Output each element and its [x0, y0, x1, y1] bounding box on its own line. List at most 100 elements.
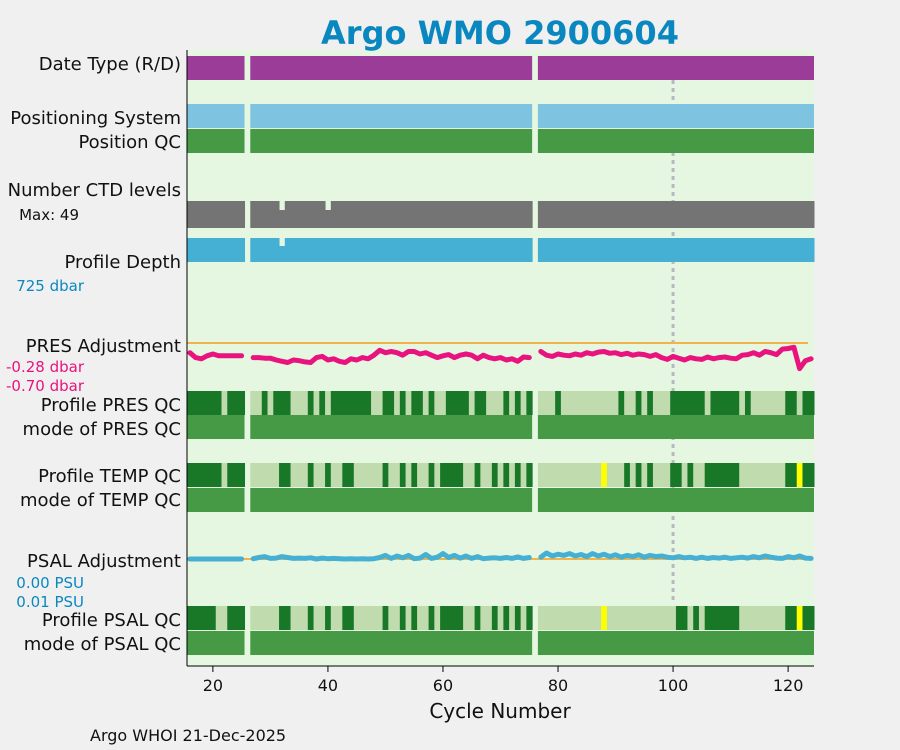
ctd-levels-bar [618, 201, 625, 228]
profile-temp-qc-cell [267, 463, 274, 487]
profile-pres-qc-cell [256, 391, 263, 415]
profile-pres-qc-cell [733, 391, 740, 415]
ctd-levels-bar [612, 201, 619, 228]
ctd-levels-bar [238, 201, 246, 228]
profile-temp-qc-cell [198, 463, 205, 487]
ctd-levels-bar [187, 201, 194, 228]
ctd-levels-bar [647, 201, 654, 228]
profile-pres-qc-cell [710, 391, 717, 415]
ctd-levels-bar [422, 201, 430, 228]
profile-pres-qc-cell [348, 391, 355, 415]
profile-psal-qc-cell [250, 606, 257, 630]
profile-pres-qc-cell [560, 391, 568, 415]
profile-psal-qc-cell [560, 606, 568, 630]
profile-temp-qc-cell [727, 463, 734, 487]
profile-psal-qc-cell [624, 606, 631, 630]
profile-pres-qc-cell [330, 391, 338, 415]
profile-depth-bar [365, 238, 372, 262]
profile-depth-bar [227, 238, 234, 262]
profile-temp-qc-cell [664, 463, 671, 487]
ctd-levels-bar [279, 210, 286, 228]
ctd-levels-bar [779, 201, 786, 228]
profile-depth-bar [572, 238, 579, 262]
ctd-levels-bar [658, 201, 665, 228]
profile-depth-bar [451, 238, 458, 262]
ctd-levels-bar [428, 201, 435, 228]
ctd-levels-bar [411, 201, 418, 228]
profile-temp-qc-cell [187, 463, 194, 487]
ctd-levels-bar [681, 201, 688, 228]
profile-temp-qc-cell [273, 463, 280, 487]
profile-depth-bar [503, 238, 510, 262]
profile-pres-qc-cell [451, 391, 458, 415]
ctd-levels-bar [624, 201, 631, 228]
profile-pres-qc-cell [227, 391, 234, 415]
profile-psal-qc-cell [198, 606, 205, 630]
ctd-levels-bar [716, 201, 723, 228]
profile-pres-qc-cell [647, 391, 654, 415]
profile-temp-qc-cell [526, 463, 533, 487]
profile-depth-bar [250, 238, 257, 262]
profile-psal-qc-cell [204, 606, 211, 630]
profile-psal-qc-cell [635, 606, 642, 630]
profile-pres-qc-cell [250, 391, 257, 415]
profile-temp-qc-cell [560, 463, 568, 487]
ctd-levels-bar [526, 201, 533, 228]
ctd-levels-bar [497, 201, 504, 228]
profile-pres-qc-cell [221, 391, 228, 415]
profile-pres-qc-cell [307, 391, 315, 415]
ctd-levels-bar [808, 201, 815, 228]
profile-psal-qc-cell [578, 606, 585, 630]
ctd-levels-bar [652, 201, 660, 228]
profile-psal-qc-cell [658, 606, 665, 630]
ctd-levels-bar [284, 201, 292, 228]
profile-psal-qc-cell [601, 606, 608, 630]
profile-depth-bar [721, 238, 729, 262]
profile-psal-qc-cell [750, 606, 757, 630]
profile-temp-qc-cell [417, 463, 424, 487]
ctd-levels-bar [687, 201, 694, 228]
row-label-pres-adjustment: PRES Adjustment [26, 336, 181, 357]
profile-depth-bar [302, 238, 309, 262]
profile-pres-qc-cell [319, 391, 326, 415]
profile-pres-qc-cell [325, 391, 332, 415]
profile-psal-qc-cell [733, 606, 740, 630]
ctd-levels-bar [785, 201, 792, 228]
date-type-bar [250, 56, 533, 80]
profile-temp-qc-cell [440, 463, 447, 487]
ctd-levels-bar [537, 201, 545, 228]
profile-depth-bar [336, 238, 343, 262]
profile-temp-qc-cell [635, 463, 642, 487]
profile-psal-qc-cell [279, 606, 286, 630]
profile-temp-qc-cell [572, 463, 579, 487]
profile-psal-qc-cell [497, 606, 504, 630]
ctd-levels-bar [509, 201, 516, 228]
profile-psal-qc-cell [629, 606, 637, 630]
ctd-levels-bar [457, 201, 464, 228]
profile-pres-qc-cell [687, 391, 694, 415]
ctd-levels-bar [359, 201, 366, 228]
profile-psal-qc-cell [756, 606, 763, 630]
profile-temp-qc-cell [543, 463, 550, 487]
positioning-system-bar [250, 104, 533, 128]
profile-psal-qc-cell [417, 606, 424, 630]
profile-pres-qc-cell [693, 391, 700, 415]
ctd-levels-bar [767, 201, 775, 228]
row-label-number-ctd-levels: Number CTD levels [8, 180, 181, 201]
profile-temp-qc-cell [192, 463, 200, 487]
profile-depth-bar [342, 238, 349, 262]
profile-depth-bar [555, 238, 562, 262]
profile-temp-qc-cell [463, 463, 470, 487]
profile-psal-qc-cell [612, 606, 619, 630]
profile-pres-qc-cell [767, 391, 775, 415]
profile-pres-qc-cell [537, 391, 545, 415]
profile-temp-qc-cell [290, 463, 297, 487]
profile-temp-qc-cell [210, 463, 217, 487]
profile-depth-bar [198, 238, 205, 262]
profile-pres-qc-cell [664, 391, 671, 415]
ctd-levels-bar [543, 201, 550, 228]
profile-depth-bar [578, 238, 585, 262]
profile-temp-qc-cell [785, 463, 792, 487]
profile-psal-qc-cell [256, 606, 263, 630]
profile-psal-qc-cell [192, 606, 200, 630]
